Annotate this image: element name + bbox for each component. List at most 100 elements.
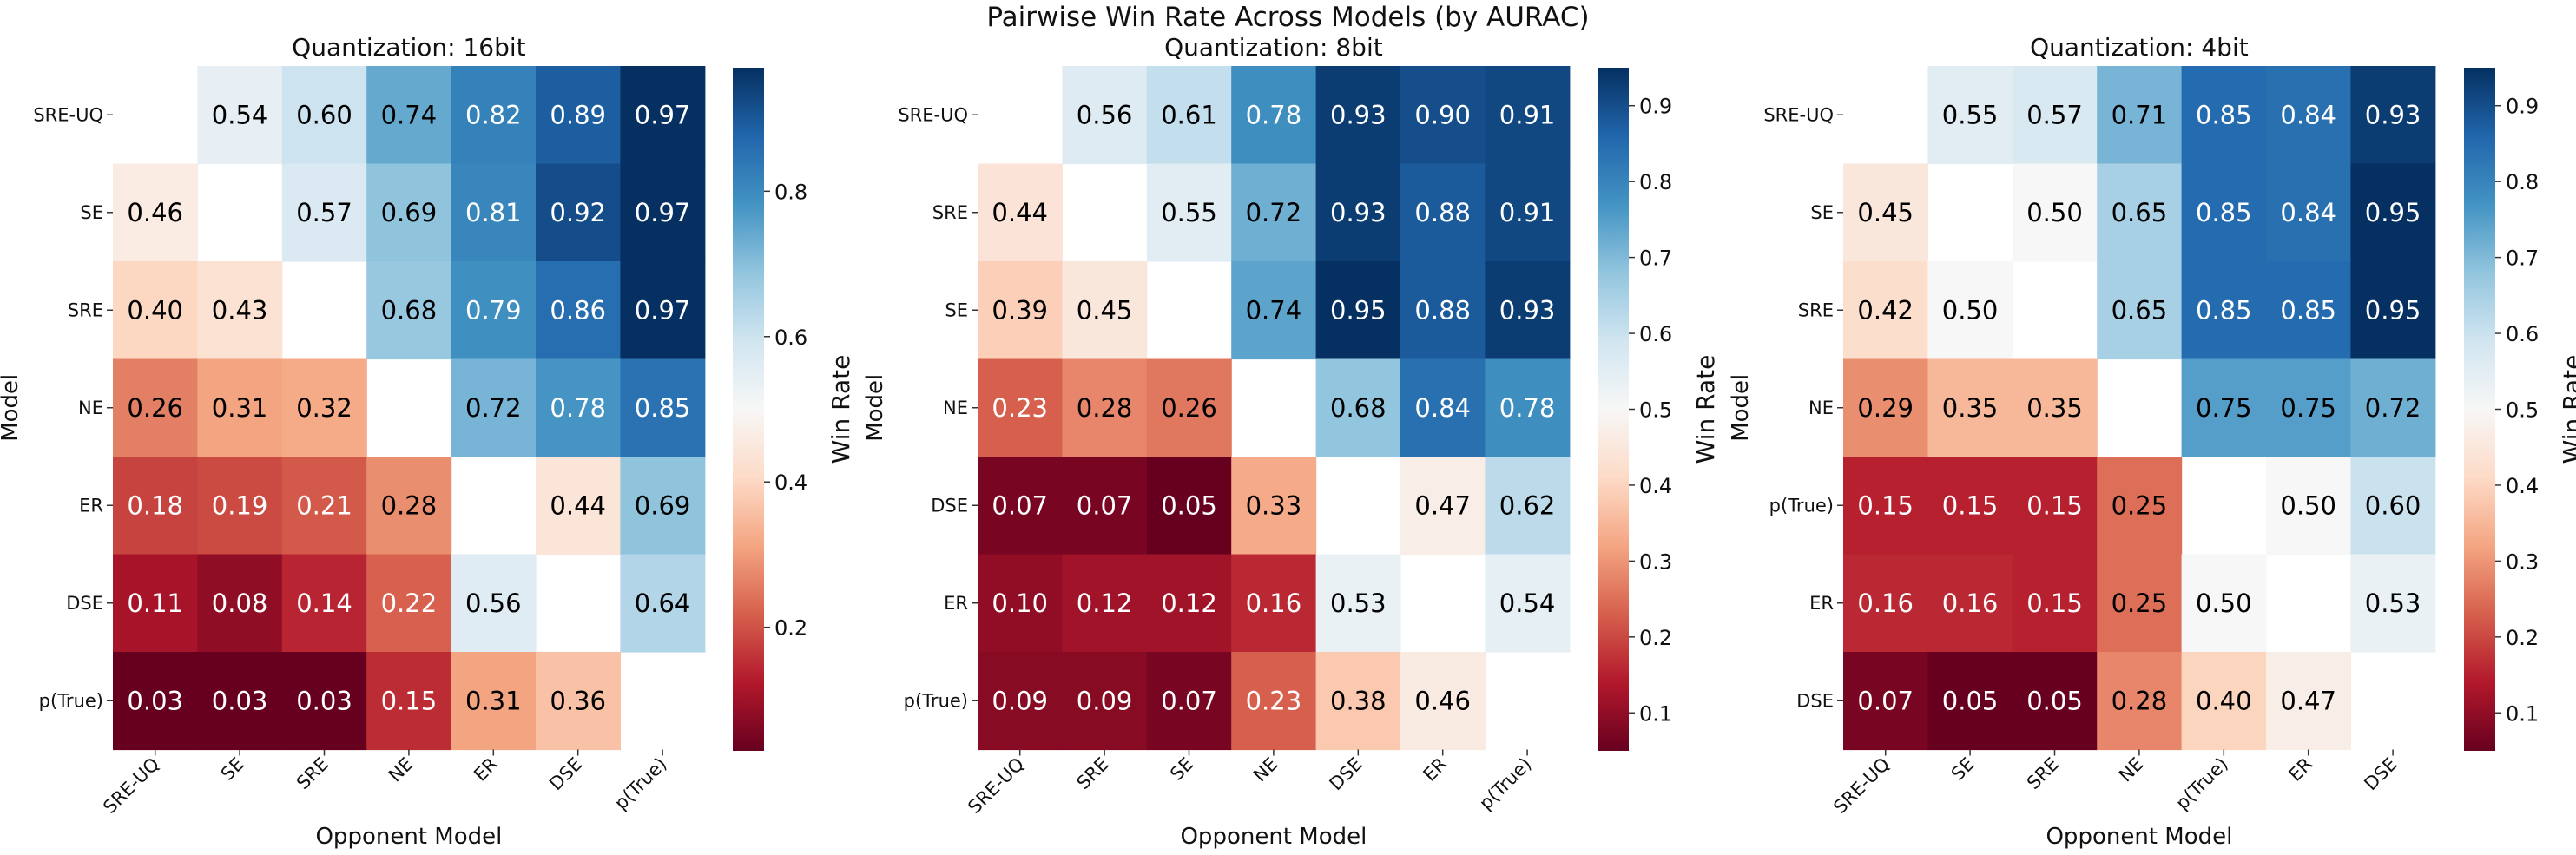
colorbar [2464, 68, 2495, 751]
cell-value-label: 0.38 [1330, 686, 1387, 715]
colorbar-tick-label: 0.5 [2506, 398, 2539, 423]
heatmap-cell [2097, 163, 2183, 262]
heatmap-cell [2350, 457, 2436, 556]
heatmap-cell [281, 554, 367, 653]
cell-value-label: 0.45 [1857, 198, 1914, 227]
heatmap-cell [451, 358, 537, 457]
x-tick-label: SRE [293, 753, 333, 793]
cell-value-label: 0.54 [1499, 589, 1556, 618]
heatmap-cell [1062, 652, 1148, 751]
heatmap-cell [536, 66, 621, 165]
panel-title: Quantization: 4bit [2030, 33, 2249, 62]
heatmap-cell [2266, 66, 2351, 165]
heatmap-cell [366, 163, 452, 262]
x-tick-label: NE [385, 753, 417, 786]
heatmap-cell [1843, 358, 1928, 457]
heatmap-cell [2350, 358, 2436, 457]
heatmap-cell [978, 652, 1063, 751]
heatmap-cell [1400, 652, 1486, 751]
cell-value-label: 0.32 [296, 393, 352, 423]
heatmap-cell [620, 554, 706, 653]
heatmap-cell [620, 163, 706, 262]
cell-value-label: 0.69 [381, 198, 438, 227]
x-tick-label: SE [1166, 753, 1197, 785]
x-axis-label: Opponent Model [2046, 824, 2232, 850]
heatmap-cell [2350, 66, 2436, 165]
heatmap-cell [1146, 652, 1232, 751]
heatmap-cell [620, 261, 706, 360]
cell-value-label: 0.11 [127, 589, 183, 618]
cell-value-label: 0.95 [1330, 295, 1387, 325]
heatmap-cell [366, 652, 452, 751]
y-tick-label: SRE-UQ [33, 104, 103, 125]
colorbar-label: Win Rate [827, 355, 855, 464]
colorbar-tick-label: 0.8 [774, 180, 807, 204]
heatmap-cell [451, 261, 537, 360]
cell-value-label: 0.28 [2112, 686, 2168, 715]
cell-value-label: 0.81 [465, 198, 522, 227]
x-tick-label: SE [217, 753, 248, 785]
y-tick-label: DSE [931, 495, 968, 516]
colorbar-label: Win Rate [2558, 355, 2576, 464]
cell-value-label: 0.15 [1942, 490, 1999, 520]
colorbar-tick-label: 0.1 [2506, 701, 2539, 726]
y-tick-label: ER [79, 495, 103, 516]
y-tick-label: DSE [66, 593, 103, 614]
colorbar-tick-label: 0.6 [774, 326, 807, 350]
heatmap-panel-2: Quantization: 8bit 0.56 0.61 0.78 0.93 0.90 0.… [862, 33, 1720, 850]
cell-value-label: 0.88 [1414, 198, 1471, 227]
cell-value-label: 0.78 [1246, 100, 1302, 129]
heatmap-cell [536, 457, 621, 556]
heatmap-cell [1315, 554, 1401, 653]
x-tick-label: p(True) [610, 753, 671, 814]
colorbar-tick-label: 0.7 [2506, 247, 2539, 271]
heatmap-cell [1315, 163, 1401, 262]
cell-value-label: 0.78 [550, 393, 606, 423]
cell-value-label: 0.07 [992, 490, 1048, 520]
colorbar-tick-label: 0.9 [2506, 95, 2539, 119]
cell-value-label: 0.86 [550, 295, 606, 325]
heatmap-cell [451, 163, 537, 262]
cell-value-label: 0.72 [465, 393, 522, 423]
x-tick-label: p(True) [2171, 753, 2232, 814]
y-tick-label: p(True) [904, 690, 968, 711]
cell-value-label: 0.95 [2365, 198, 2421, 227]
cell-value-label: 0.89 [550, 100, 606, 129]
heatmap-cell [1927, 652, 2013, 751]
x-tick-label: NE [1249, 753, 1281, 786]
heatmap-cell [197, 261, 283, 360]
cell-value-label: 0.50 [2196, 589, 2252, 618]
heatmap-cell [2012, 554, 2098, 653]
heatmap-cell [451, 652, 537, 751]
heatmap-panel-3: Quantization: 4bit 0.55 0.57 0.71 0.85 0.84 0.… [1728, 33, 2576, 850]
y-tick-label: SE [80, 202, 103, 223]
y-tick-label: NE [943, 398, 968, 418]
cell-value-label: 0.53 [1330, 589, 1387, 618]
heatmap-cell [281, 66, 367, 165]
colorbar [1598, 68, 1629, 751]
x-tick-label: DSE [1326, 753, 1367, 794]
heatmap-cell [536, 358, 621, 457]
cell-value-label: 0.74 [381, 100, 438, 129]
figure-title: Pairwise Win Rate Across Models (by AURA… [986, 2, 1590, 33]
x-tick-label: SE [1947, 753, 1979, 785]
x-tick-label: SRE-UQ [964, 753, 1028, 818]
heatmap-cell [366, 457, 452, 556]
colorbar-tick-label: 0.4 [774, 470, 807, 495]
x-tick-label: ER [1420, 753, 1452, 786]
x-tick-label: SRE-UQ [1829, 753, 1894, 818]
cell-value-label: 0.07 [1857, 686, 1914, 715]
heatmap-cell [2012, 457, 2098, 556]
heatmap-cell [2012, 652, 2098, 751]
cell-value-label: 0.57 [296, 198, 352, 227]
heatmap-cell [451, 554, 537, 653]
cell-value-label: 0.05 [1942, 686, 1999, 715]
heatmap-cell [1400, 457, 1486, 556]
cell-value-label: 0.08 [212, 589, 268, 618]
cell-value-label: 0.46 [127, 198, 183, 227]
heatmap-cell [1231, 554, 1317, 653]
heatmap-cell [978, 554, 1063, 653]
cell-value-label: 0.85 [2196, 100, 2252, 129]
heatmap-cell [1485, 358, 1571, 457]
heatmap-cell [620, 457, 706, 556]
